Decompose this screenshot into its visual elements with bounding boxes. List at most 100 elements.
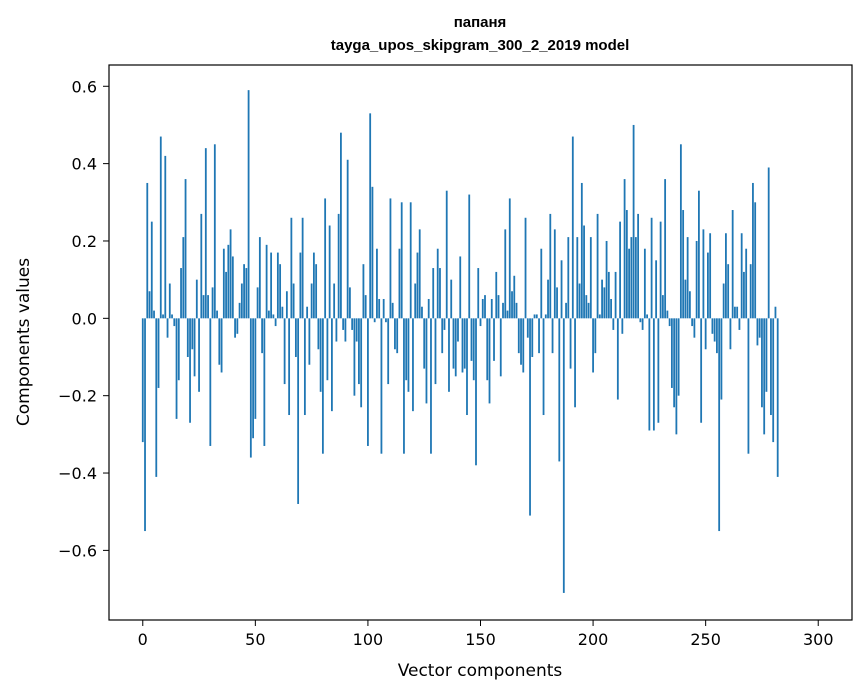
bar-221 [639,318,642,323]
bar-81 [324,198,327,319]
bar-114 [398,248,401,319]
bar-250 [704,318,707,350]
bar-281 [774,306,777,319]
y-tick-label: 0.6 [72,77,97,96]
bar-181 [549,213,552,319]
bar-45 [243,264,245,319]
bar-203 [598,314,601,319]
bar-66 [290,217,293,319]
x-tick-label: 250 [690,630,721,649]
bar-172 [529,318,531,516]
bar-91 [346,159,349,319]
bar-214 [623,179,626,319]
bar-69 [297,318,300,504]
bar-86 [335,318,338,342]
bar-153 [486,318,489,381]
bar-10 [164,155,167,319]
bar-222 [641,318,644,330]
bar-51 [256,287,259,319]
bar-260 [727,264,730,319]
bar-98 [362,264,365,319]
bar-46 [245,268,248,319]
bar-188 [565,302,567,319]
bar-253 [711,318,714,334]
bar-234 [668,318,671,327]
y-tick-label: −0.2 [58,387,97,406]
bar-144 [466,318,468,416]
bar-241 [684,279,687,319]
x-axis-title: Vector components [398,661,563,681]
bar-99 [364,295,367,319]
bar-96 [358,318,360,385]
bar-219 [634,237,637,319]
bar-189 [567,237,570,319]
bar-244 [691,318,694,327]
bar-205 [603,287,606,319]
bar-88 [340,132,342,319]
bar-108 [385,318,387,323]
bar-146 [470,318,473,361]
bar-48 [249,318,252,458]
bar-276 [763,318,766,435]
bar-series [141,90,779,593]
bar-148 [475,318,477,466]
bar-93 [351,318,354,330]
y-axis-ticks: −0.6 −0.4 −0.2 0.0 0.2 0.4 0.6 [58,77,109,560]
bar-116 [403,318,405,454]
bar-255 [716,318,718,354]
x-tick-label: 100 [353,630,384,649]
bar-251 [707,252,709,319]
bar-141 [459,256,462,319]
bar-169 [522,318,525,373]
y-tick-label: 0.2 [72,232,97,251]
bar-206 [605,240,608,319]
bar-171 [526,318,529,338]
bar-208 [610,298,612,319]
bar-215 [625,210,628,319]
bar-157 [495,271,498,319]
bar-180 [547,279,549,319]
bar-254 [713,318,716,342]
bar-83 [328,225,331,319]
bar-252 [709,233,712,319]
bar-167 [517,318,520,354]
bar-177 [540,248,543,319]
bar-166 [515,302,518,319]
bar-201 [594,318,597,354]
bar-72 [303,318,306,416]
bar-182 [551,318,554,354]
bar-3 [148,291,151,319]
bar-156 [493,318,495,361]
x-tick-label: 0 [138,630,148,649]
bar-262 [731,210,734,319]
bar-196 [583,225,585,319]
bar-274 [758,318,761,338]
bar-265 [738,318,741,330]
bar-184 [556,287,558,319]
bar-65 [288,318,291,416]
bar-123 [418,229,421,319]
bar-128 [430,318,432,454]
bar-109 [387,318,390,385]
bar-106 [380,318,383,454]
bar-24 [195,279,198,319]
bar-28 [204,148,207,319]
bar-58 [272,314,275,319]
bar-41 [234,318,236,338]
bar-23 [193,318,196,377]
bar-228 [655,260,658,319]
bar-76 [312,252,315,319]
bar-15 [175,318,178,419]
bar-267 [743,271,745,319]
bar-50 [254,318,257,419]
bar-30 [209,318,212,446]
bar-256 [718,318,721,532]
bar-6 [155,318,158,477]
bar-212 [619,221,621,319]
bar-147 [472,318,475,381]
bar-8 [159,136,162,319]
bar-39 [229,229,232,319]
bar-246 [695,240,698,319]
bar-178 [542,318,545,416]
bar-4 [150,221,153,319]
